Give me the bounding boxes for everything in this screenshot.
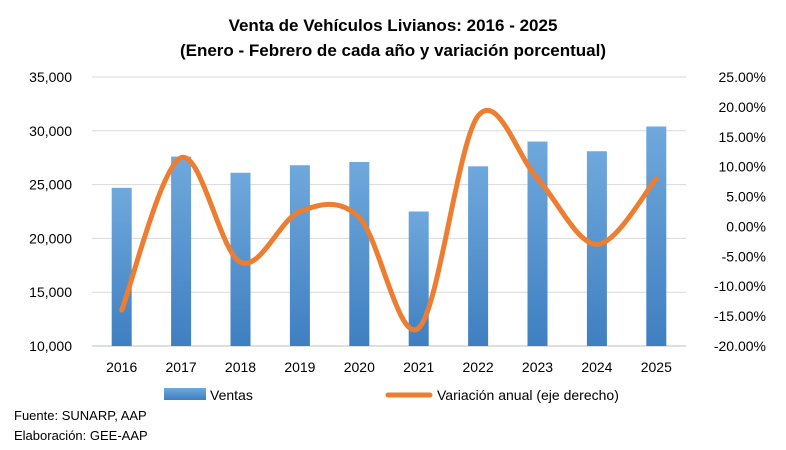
bar-ventas xyxy=(111,187,132,346)
left-tick-label: 30,000 xyxy=(29,123,72,139)
bar-ventas xyxy=(289,165,310,346)
left-tick-label: 10,000 xyxy=(29,338,72,354)
x-tick-label: 2016 xyxy=(106,359,137,375)
prepared-note: Elaboración: GEE-AAP xyxy=(14,428,148,443)
x-tick-label: 2020 xyxy=(344,359,375,375)
chart-title: Venta de Vehículos Livianos: 2016 - 2025 xyxy=(228,16,558,35)
right-tick-label: 10.00% xyxy=(719,159,766,175)
x-tick-label: 2017 xyxy=(166,359,197,375)
source-note: Fuente: SUNARP, AAP xyxy=(14,408,147,423)
bar-ventas xyxy=(468,166,489,346)
bar-ventas xyxy=(408,211,429,346)
x-tick-label: 2022 xyxy=(463,359,494,375)
right-tick-label: -10.00% xyxy=(714,278,766,294)
right-tick-label: -15.00% xyxy=(714,308,766,324)
x-tick-label: 2021 xyxy=(403,359,434,375)
legend-label-ventas: Ventas xyxy=(210,387,253,403)
right-tick-label: -20.00% xyxy=(714,338,766,354)
x-tick-label: 2025 xyxy=(641,359,672,375)
right-tick-label: -5.00% xyxy=(722,248,766,264)
bar-ventas xyxy=(646,126,667,346)
left-tick-label: 35,000 xyxy=(29,69,72,85)
right-tick-label: 20.00% xyxy=(719,99,766,115)
bar-ventas xyxy=(230,172,251,346)
x-tick-label: 2018 xyxy=(225,359,256,375)
right-tick-label: 0.00% xyxy=(726,218,766,234)
x-tick-label: 2023 xyxy=(522,359,553,375)
right-tick-label: 25.00% xyxy=(719,69,766,85)
bar-ventas xyxy=(586,151,607,346)
x-tick-label: 2024 xyxy=(581,359,612,375)
left-tick-label: 20,000 xyxy=(29,230,72,246)
left-tick-label: 15,000 xyxy=(29,284,72,300)
left-tick-label: 25,000 xyxy=(29,177,72,193)
variation-line xyxy=(119,107,659,333)
bar-ventas xyxy=(171,156,192,346)
right-tick-label: 15.00% xyxy=(719,129,766,145)
bar-ventas xyxy=(527,141,548,346)
chart-subtitle: (Enero - Febrero de cada año y variación… xyxy=(179,41,607,60)
legend-label-variacion: Variación anual (eje derecho) xyxy=(437,387,619,403)
x-tick-label: 2019 xyxy=(284,359,315,375)
legend-swatch-ventas xyxy=(164,388,206,400)
right-tick-label: 5.00% xyxy=(726,189,766,205)
bar-ventas xyxy=(349,162,370,346)
